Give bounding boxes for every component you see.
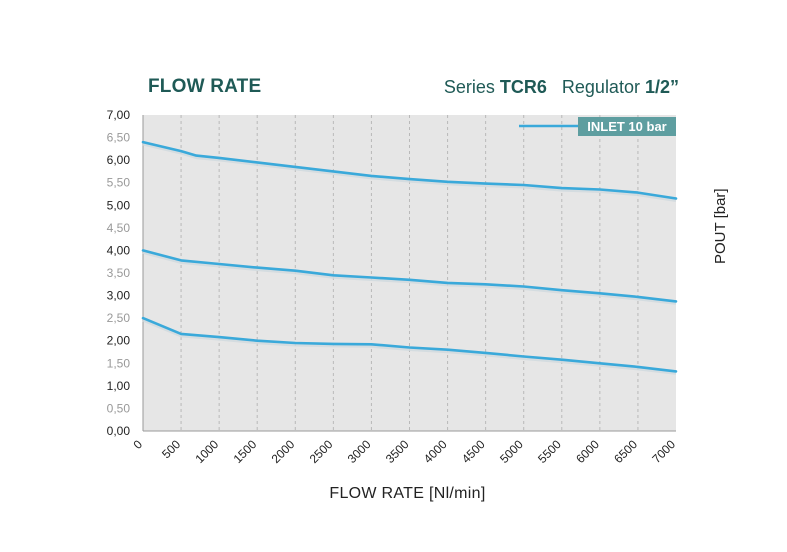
x-tick-label: 5000 <box>497 437 526 466</box>
x-tick-label: 6000 <box>573 437 602 466</box>
x-tick-label: 4000 <box>421 437 450 466</box>
x-tick-label: 3500 <box>383 437 412 466</box>
y-tick-label: 1,50 <box>107 356 131 370</box>
series-line-1 <box>141 140 678 200</box>
x-tick-label: 1500 <box>231 437 260 466</box>
x-tick-label: 1000 <box>192 437 221 466</box>
y-tick-label: 7,00 <box>107 108 131 122</box>
x-axis-label: FLOW RATE [Nl/min] <box>329 485 486 502</box>
y-tick-label: 2,50 <box>107 311 131 325</box>
y-tick-label: 5,50 <box>107 176 131 190</box>
legend-label: INLET 10 bar <box>587 119 666 134</box>
y-tick-label: 3,50 <box>107 266 131 280</box>
y-tick-label: 4,50 <box>107 221 131 235</box>
product-size: 1/2” <box>644 77 679 97</box>
series-line-shadow <box>142 142 677 202</box>
y-axis-label: POUT [bar] <box>712 188 729 264</box>
series-line-shadow <box>142 250 677 305</box>
chart-title: FLOW RATE <box>148 76 262 97</box>
y-tick-label: 5,00 <box>107 198 131 212</box>
y-tick-label: 0,50 <box>107 401 131 415</box>
x-tick-label: 2500 <box>307 437 336 466</box>
series-line-shadow <box>142 318 677 375</box>
x-tick-label: 6500 <box>611 437 640 466</box>
series-line-3 <box>141 316 678 373</box>
x-tick-label: 5500 <box>535 437 564 466</box>
y-tick-label: 0,00 <box>107 424 131 438</box>
x-tick-label: 500 <box>159 437 183 461</box>
y-tick-label: 3,00 <box>107 289 131 303</box>
y-tick-label: 6,50 <box>107 131 131 145</box>
series-title: Series TCR6 Regulator 1/2” <box>444 77 679 98</box>
y-tick-label: 1,00 <box>107 379 131 393</box>
x-tick-label: 3000 <box>345 437 374 466</box>
product-prefix: Regulator <box>561 77 640 97</box>
x-tick-label: 4500 <box>459 437 488 466</box>
series-prefix: Series <box>443 77 495 97</box>
x-tick-label: 7000 <box>649 437 678 466</box>
y-tick-label: 2,00 <box>107 334 131 348</box>
y-tick-label: 6,00 <box>107 153 131 167</box>
series-code: TCR6 <box>499 77 547 97</box>
y-tick-label: 4,00 <box>107 243 131 257</box>
series-line-2 <box>141 249 678 303</box>
legend-box <box>578 117 676 136</box>
x-tick-label: 2000 <box>269 437 298 466</box>
x-tick-label: 0 <box>130 437 145 452</box>
